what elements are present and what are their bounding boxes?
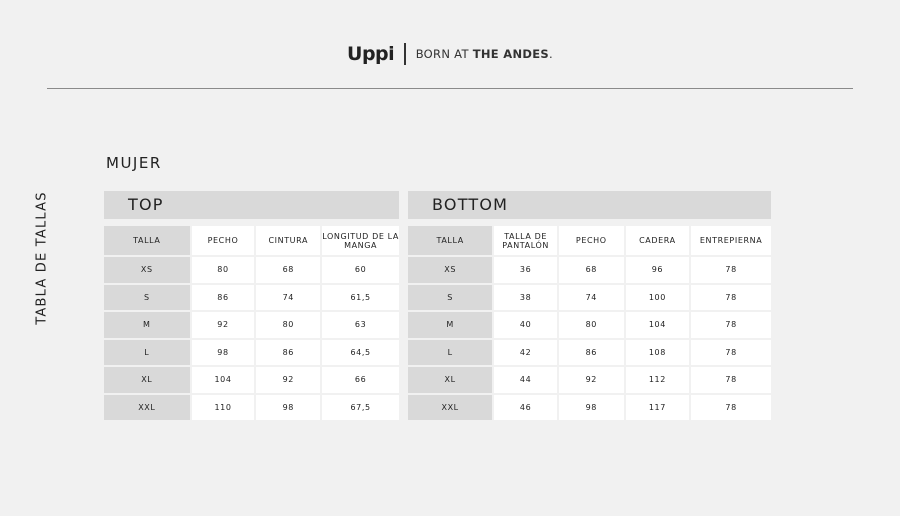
size-label-cell: S	[104, 284, 190, 310]
measurement-cell: 86	[559, 339, 624, 365]
bottom-section: BOTTOM TALLA TALLA DE PANTALÓN PECHO CADERA…	[408, 191, 771, 422]
table-row: XXL 110 98 67,5	[104, 394, 399, 420]
measurement-cell: 67,5	[322, 394, 399, 420]
measurement-cell: 80	[559, 312, 624, 338]
side-title: TABLA DE TALLAS	[34, 191, 50, 325]
measurement-cell: 42	[494, 339, 558, 365]
size-label-cell: XL	[104, 367, 190, 393]
measurement-cell: 36	[494, 257, 558, 283]
measurement-cell: 74	[256, 284, 321, 310]
top-header-cell: CINTURA	[256, 226, 321, 255]
bottom-header-cell: PECHO	[559, 226, 624, 255]
measurement-cell: 66	[322, 367, 399, 393]
measurement-cell: 86	[256, 339, 321, 365]
measurement-cell: 96	[625, 257, 690, 283]
table-row: L 42 86 108 78	[408, 339, 771, 365]
size-label-cell: XS	[408, 257, 493, 283]
measurement-cell: 78	[691, 257, 771, 283]
size-label-cell: M	[408, 312, 493, 338]
measurement-cell: 110	[191, 394, 255, 420]
table-row: XL 44 92 112 78	[408, 367, 771, 393]
measurement-cell: 98	[559, 394, 624, 420]
measurement-cell: 78	[691, 339, 771, 365]
measurement-cell: 86	[191, 284, 255, 310]
table-row: XXL 46 98 117 78	[408, 394, 771, 420]
measurement-cell: 108	[625, 339, 690, 365]
divider	[404, 43, 406, 65]
header-rule	[47, 88, 853, 89]
measurement-cell: 74	[559, 284, 624, 310]
bottom-size-table: TALLA TALLA DE PANTALÓN PECHO CADERA ENTREPI…	[406, 224, 773, 422]
size-label-cell: L	[408, 339, 493, 365]
measurement-cell: 61,5	[322, 284, 399, 310]
measurement-cell: 80	[256, 312, 321, 338]
measurement-cell: 92	[256, 367, 321, 393]
measurement-cell: 78	[691, 367, 771, 393]
size-label-cell: XL	[408, 367, 493, 393]
measurement-cell: 98	[191, 339, 255, 365]
measurement-cell: 78	[691, 394, 771, 420]
measurement-cell: 44	[494, 367, 558, 393]
size-label-cell: XS	[104, 257, 190, 283]
table-row: XL 104 92 66	[104, 367, 399, 393]
measurement-cell: 112	[625, 367, 690, 393]
table-row: XS 36 68 96 78	[408, 257, 771, 283]
top-section: TOP TALLA PECHO CINTURA LONGITUD DE LA MANG…	[104, 191, 399, 422]
brand-header: Uppi BORN AT THE ANDES.	[0, 40, 900, 68]
measurement-cell: 80	[191, 257, 255, 283]
size-label-cell: L	[104, 339, 190, 365]
measurement-cell: 92	[191, 312, 255, 338]
logo: Uppi	[347, 43, 395, 65]
top-header-cell: PECHO	[191, 226, 255, 255]
table-row: M 92 80 63	[104, 312, 399, 338]
table-row: S 38 74 100 78	[408, 284, 771, 310]
measurement-cell: 104	[625, 312, 690, 338]
size-label-cell: S	[408, 284, 493, 310]
section-title: MUJER	[106, 154, 162, 172]
measurement-cell: 104	[191, 367, 255, 393]
measurement-cell: 98	[256, 394, 321, 420]
measurement-cell: 64,5	[322, 339, 399, 365]
measurement-cell: 40	[494, 312, 558, 338]
measurement-cell: 78	[691, 284, 771, 310]
size-label-cell: M	[104, 312, 190, 338]
top-title: TOP	[104, 191, 399, 219]
measurement-cell: 100	[625, 284, 690, 310]
bottom-title: BOTTOM	[408, 191, 771, 219]
size-label-cell: XXL	[104, 394, 190, 420]
tagline: BORN AT THE ANDES.	[415, 47, 553, 61]
measurement-cell: 38	[494, 284, 558, 310]
top-size-table: TALLA PECHO CINTURA LONGITUD DE LA MANGA XS 8…	[102, 224, 401, 422]
size-label-cell: XXL	[408, 394, 493, 420]
measurement-cell: 117	[625, 394, 690, 420]
table-row: M 40 80 104 78	[408, 312, 771, 338]
top-header-cell: TALLA	[104, 226, 190, 255]
bottom-header-cell: TALLA DE PANTALÓN	[494, 226, 558, 255]
bottom-header-cell: TALLA	[408, 226, 493, 255]
measurement-cell: 63	[322, 312, 399, 338]
measurement-cell: 68	[256, 257, 321, 283]
measurement-cell: 60	[322, 257, 399, 283]
measurement-cell: 78	[691, 312, 771, 338]
table-row: XS 80 68 60	[104, 257, 399, 283]
bottom-header-cell: ENTREPIERNA	[691, 226, 771, 255]
measurement-cell: 46	[494, 394, 558, 420]
table-row: L 98 86 64,5	[104, 339, 399, 365]
table-row: S 86 74 61,5	[104, 284, 399, 310]
top-header-cell: LONGITUD DE LA MANGA	[322, 226, 399, 255]
bottom-header-cell: CADERA	[625, 226, 690, 255]
measurement-cell: 68	[559, 257, 624, 283]
measurement-cell: 92	[559, 367, 624, 393]
